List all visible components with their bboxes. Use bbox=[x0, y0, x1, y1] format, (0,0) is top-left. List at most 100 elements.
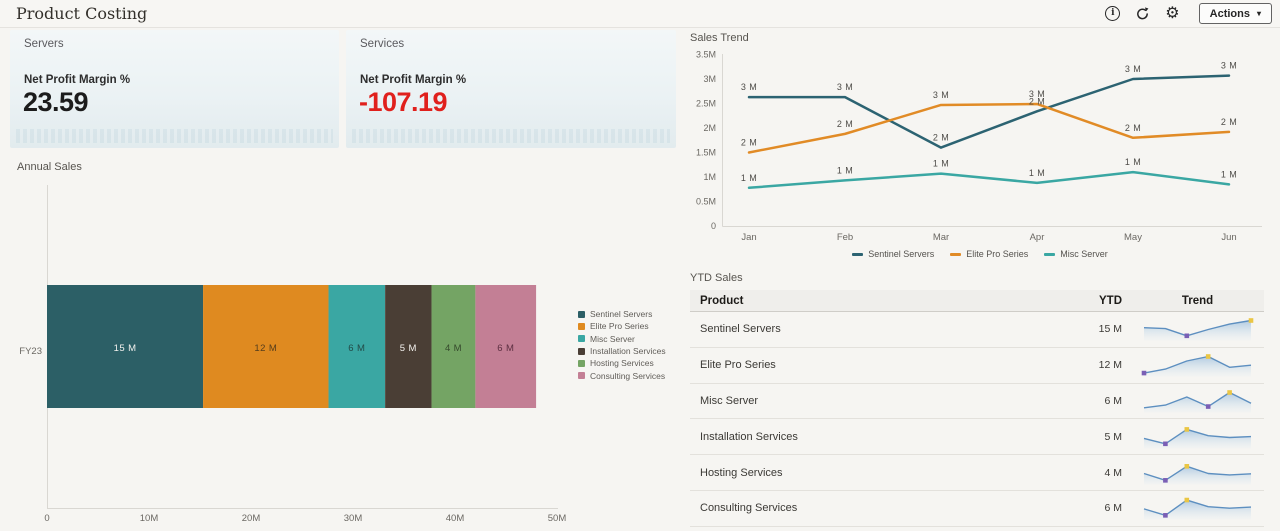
sparkline-area bbox=[1144, 500, 1251, 520]
data-label: 2 M bbox=[1125, 123, 1141, 133]
cell-ytd: 6 M bbox=[1104, 394, 1122, 407]
kpi-card-servers[interactable]: Servers Net Profit Margin % 23.59 bbox=[10, 30, 339, 148]
bar-segment-elite-pro-series[interactable] bbox=[203, 285, 329, 408]
legend-swatch bbox=[852, 252, 864, 256]
x-axis-tick: 30M bbox=[344, 513, 363, 524]
cell-trend bbox=[1140, 387, 1255, 414]
sparkline-line bbox=[1143, 355, 1252, 374]
bar-segment-sentinel-servers[interactable] bbox=[47, 285, 204, 408]
legend-item[interactable]: Installation Services bbox=[578, 345, 666, 357]
gear-icon-glyph: ⚙ bbox=[1165, 4, 1180, 22]
sales-trend-section: 3.5M 3M 2.5M 2M 1.5M 1M 0.5M 0 Jan Feb Mar Apr May Ju… bbox=[690, 28, 1280, 268]
legend-item[interactable]: Consulting Services bbox=[578, 369, 666, 381]
legend-label: Sentinel Servers bbox=[590, 309, 653, 320]
trend-sparkline bbox=[1143, 318, 1254, 341]
sparkline-line bbox=[1143, 428, 1252, 445]
sparkline-area bbox=[1144, 465, 1251, 485]
info-icon-glyph: i bbox=[1111, 8, 1115, 18]
sparkline-area bbox=[1144, 429, 1251, 449]
table-header-row: Product YTD Trend bbox=[690, 290, 1264, 312]
trend-line-misc-server[interactable] bbox=[747, 170, 1231, 190]
legend-label: Elite Pro Series bbox=[966, 249, 1029, 259]
y-axis-tick: 0 bbox=[711, 221, 716, 231]
data-label: 1 M bbox=[837, 165, 853, 175]
data-label: 3 M bbox=[933, 90, 949, 100]
table-row[interactable]: Sentinel Servers 15 M bbox=[690, 312, 1264, 348]
sparkline-line bbox=[1143, 391, 1252, 409]
data-label: 2 M bbox=[837, 119, 853, 129]
table-body: Sentinel Servers 15 M Elite Pro Series 12 M… bbox=[690, 312, 1264, 527]
kpi-metric-value: -107.19 bbox=[359, 87, 448, 117]
chevron-down-icon: ▾ bbox=[1256, 8, 1261, 18]
cell-ytd: 6 M bbox=[1104, 502, 1122, 515]
y-axis-tick: 2.5M bbox=[696, 99, 716, 109]
x-axis-tick: Apr bbox=[1030, 232, 1045, 243]
data-label: 1 M bbox=[933, 159, 949, 169]
annual-sales-legend: Sentinel Servers Elite Pro Series Misc Ser… bbox=[578, 308, 666, 382]
sparkline-area bbox=[1144, 356, 1251, 377]
x-axis-tick: Jun bbox=[1221, 232, 1236, 243]
legend-label: Consulting Services bbox=[590, 370, 666, 381]
legend-label: Hosting Services bbox=[590, 358, 654, 369]
legend-item[interactable]: Sentinel Servers bbox=[852, 249, 934, 259]
table-row[interactable]: Elite Pro Series 12 M bbox=[690, 348, 1264, 384]
table-row[interactable]: Hosting Services 4 M bbox=[690, 455, 1264, 491]
bar-segment-label: 4 M bbox=[445, 343, 462, 354]
bar-segment-installation-services[interactable] bbox=[385, 285, 432, 408]
table-row[interactable]: Installation Services 5 M bbox=[690, 419, 1264, 456]
sparkline-max-marker bbox=[1227, 390, 1232, 395]
sales-trend-svg: 3.5M 3M 2.5M 2M 1.5M 1M 0.5M 0 Jan Feb Mar Apr May Ju… bbox=[696, 50, 1262, 243]
sparkline-max-marker bbox=[1205, 354, 1211, 359]
y-axis-tick: 3.5M bbox=[696, 50, 716, 60]
cell-product: Sentinel Servers bbox=[700, 323, 781, 336]
legend-item[interactable]: Misc Server bbox=[1044, 249, 1108, 259]
info-icon-circle: i bbox=[1105, 6, 1121, 21]
bar-segment-label: 5 M bbox=[400, 343, 417, 354]
kpi-sparkbar-texture bbox=[352, 129, 670, 143]
bar-segment-hosting-services[interactable] bbox=[431, 285, 476, 408]
cell-trend bbox=[1140, 316, 1255, 343]
actions-button[interactable]: Actions ▾ bbox=[1198, 3, 1272, 24]
legend-item[interactable]: Sentinel Servers bbox=[578, 308, 666, 320]
sparkline-max-marker bbox=[1184, 426, 1190, 432]
kpi-metric-label: Net Profit Margin % bbox=[360, 74, 467, 86]
bar-segment-label: 12 M bbox=[254, 343, 277, 354]
settings-gear-icon[interactable]: ⚙ bbox=[1165, 4, 1180, 22]
legend-item[interactable]: Elite Pro Series bbox=[950, 249, 1028, 259]
category-label: FY23 bbox=[19, 346, 42, 357]
bar-segment-misc-server[interactable] bbox=[328, 285, 386, 408]
y-axis-tick: 1.5M bbox=[696, 148, 716, 158]
table-row[interactable]: Consulting Services 6 M bbox=[690, 491, 1264, 527]
ytd-sales-table: Product YTD Trend Sentinel Servers 15 M El… bbox=[690, 290, 1264, 527]
cell-trend bbox=[1140, 495, 1255, 522]
trend-line-elite-pro-series[interactable] bbox=[747, 102, 1231, 154]
refresh-icon[interactable] bbox=[1135, 6, 1150, 21]
data-label: 3 M bbox=[1029, 89, 1045, 99]
data-label: 3 M bbox=[741, 82, 757, 92]
sparkline-min-marker bbox=[1141, 370, 1147, 376]
bar-segment-consulting-services[interactable] bbox=[475, 285, 537, 408]
legend-item[interactable]: Misc Server bbox=[578, 333, 666, 345]
bar-segment-label: 6 M bbox=[497, 343, 514, 354]
data-label: 1 M bbox=[1029, 168, 1045, 178]
cell-trend bbox=[1140, 352, 1255, 379]
data-label: 2 M bbox=[933, 133, 949, 143]
kpi-card-services[interactable]: Services Net Profit Margin % -107.19 bbox=[346, 30, 676, 148]
data-label: 3 M bbox=[1221, 61, 1237, 71]
trend-line-sentinel-servers[interactable] bbox=[747, 74, 1231, 149]
ytd-sales-title: YTD Sales bbox=[690, 272, 743, 284]
kpi-metric-value: 23.59 bbox=[23, 87, 89, 117]
table-row[interactable]: Misc Server 6 M bbox=[690, 384, 1264, 420]
legend-item[interactable]: Hosting Services bbox=[578, 357, 666, 369]
page-title: Product Costing bbox=[16, 4, 148, 23]
trend-sparkline bbox=[1143, 390, 1252, 413]
cell-product: Elite Pro Series bbox=[700, 359, 776, 372]
data-label: 1 M bbox=[741, 173, 757, 183]
legend-item[interactable]: Elite Pro Series bbox=[578, 320, 666, 332]
info-icon[interactable]: i bbox=[1105, 6, 1121, 21]
legend-swatch bbox=[578, 347, 585, 355]
data-label: 3 M bbox=[1125, 64, 1141, 74]
bar-segment-label: 15 M bbox=[114, 343, 137, 354]
cell-product: Installation Services bbox=[700, 430, 798, 443]
cell-ytd: 15 M bbox=[1098, 323, 1122, 336]
